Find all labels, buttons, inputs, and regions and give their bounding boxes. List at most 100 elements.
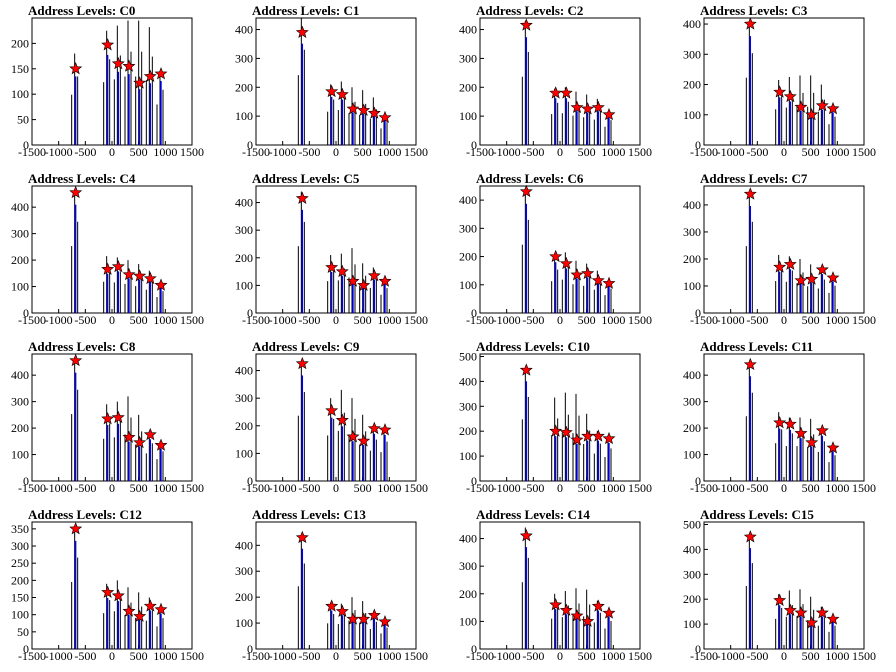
x-tick-label: 1000 [825, 481, 849, 495]
peak-marker [69, 522, 83, 535]
peak-marker [357, 103, 371, 116]
chart-panel: Address Levels: C4 0 100 200 300 400 -1500-100… [11, 171, 204, 327]
peak-marker [570, 268, 584, 281]
x-tick-label: 1000 [825, 145, 849, 159]
peak-marker [154, 438, 168, 451]
x-tick-label: 1500 [180, 481, 204, 495]
peak-marker [591, 599, 605, 612]
chart-title: Address Levels: C14 [476, 507, 590, 522]
y-tick-label: 100 [11, 280, 29, 294]
x-tick-label: 1000 [825, 313, 849, 327]
x-tick-label: -1000 [493, 481, 521, 495]
y-tick-label: 200 [459, 424, 477, 438]
peak-marker [295, 530, 309, 544]
chart-panel: Address Levels: C10 0 100 200 300 400 500 -1500… [459, 339, 652, 495]
x-tick-label: -1000 [493, 145, 521, 159]
peak-marker [122, 430, 136, 443]
peak-marker [602, 431, 616, 445]
chart-title: Address Levels: C4 [28, 171, 136, 186]
x-tick-label: 1000 [153, 481, 177, 495]
peak-marker [122, 604, 136, 617]
x-tick-label: 1500 [628, 145, 652, 159]
x-tick-label: -1500 [242, 649, 270, 663]
chart-panel: Address Levels: C7 0 100 200 300 400 -1500-100… [683, 171, 876, 327]
peak-marker [325, 599, 339, 612]
x-tick-label: -500 [298, 481, 320, 495]
x-tick-label: 1000 [153, 649, 177, 663]
y-tick-label: 400 [683, 17, 701, 31]
peak-marker [357, 434, 371, 447]
peak-marker [378, 110, 392, 124]
x-tick-label: -500 [74, 145, 96, 159]
peak-marker [143, 427, 157, 441]
y-tick-label: 200 [235, 419, 253, 433]
peak-marker [794, 426, 808, 439]
y-tick-label: 0 [23, 138, 29, 152]
x-tick-label: 1500 [628, 313, 652, 327]
x-tick-label: 0 [109, 649, 115, 663]
x-tick-label: 0 [557, 649, 563, 663]
y-tick-label: 100 [459, 449, 477, 463]
y-tick-label: 400 [11, 200, 29, 214]
peak-marker [559, 603, 573, 616]
x-tick-label: -1000 [45, 649, 73, 663]
peak-marker [549, 86, 563, 99]
x-tick-label: 1500 [628, 649, 652, 663]
x-tick-label: -500 [298, 145, 320, 159]
x-tick-label: 1500 [404, 313, 428, 327]
x-tick-label: -1000 [717, 481, 745, 495]
y-tick-label: 100 [683, 448, 701, 462]
x-tick-label: -500 [746, 313, 768, 327]
peak-marker [335, 87, 349, 100]
peak-marker [357, 612, 371, 625]
peak-marker [581, 266, 595, 279]
peak-marker [570, 609, 584, 622]
x-tick-label: -1500 [690, 145, 718, 159]
x-tick-label: -1000 [269, 649, 297, 663]
x-tick-label: 500 [578, 313, 596, 327]
x-tick-label: -500 [522, 649, 544, 663]
plot-frame [479, 353, 641, 482]
x-tick-label: -1500 [690, 649, 718, 663]
peak-marker [826, 612, 840, 625]
x-tick-label: -1500 [466, 481, 494, 495]
peak-marker [783, 89, 797, 103]
plot-frame [31, 521, 193, 650]
peak-marker [357, 278, 371, 291]
y-tick-label: 0 [247, 138, 253, 152]
peak-marker [743, 187, 757, 200]
peak-marker [783, 603, 797, 616]
x-tick-label: 1500 [180, 649, 204, 663]
y-tick-label: 200 [11, 253, 29, 267]
y-tick-label: 400 [235, 538, 253, 552]
peak-marker [378, 614, 392, 628]
x-tick-label: -1500 [18, 313, 46, 327]
y-tick-label: 0 [695, 306, 701, 320]
chart-panel: Address Levels: C15 0 100 200 300 400 500 -1500… [683, 507, 876, 663]
peak-marker [570, 100, 584, 113]
x-tick-label: -500 [74, 313, 96, 327]
y-tick-label: 300 [235, 564, 253, 578]
x-tick-label: 1500 [852, 481, 876, 495]
y-tick-label: 400 [683, 368, 701, 382]
x-tick-label: -1000 [493, 649, 521, 663]
x-tick-label: -500 [522, 313, 544, 327]
y-tick-label: 300 [235, 51, 253, 65]
y-tick-label: 300 [683, 47, 701, 61]
y-tick-label: 100 [235, 616, 253, 630]
y-tick-label: 300 [459, 221, 477, 235]
peak-marker [805, 272, 819, 285]
x-tick-label: 1000 [601, 313, 625, 327]
peak-marker [743, 17, 757, 30]
y-tick-label: 200 [11, 573, 29, 587]
x-tick-label: 1000 [153, 313, 177, 327]
y-tick-label: 200 [235, 80, 253, 94]
peak-marker [805, 616, 819, 629]
y-tick-label: 0 [695, 474, 701, 488]
y-tick-label: 100 [683, 279, 701, 293]
y-tick-label: 200 [683, 421, 701, 435]
chart-panel: Address Levels: C9 0 100 200 300 400 -1500-100… [235, 339, 428, 495]
x-tick-label: 1500 [852, 145, 876, 159]
peak-marker [826, 441, 840, 454]
y-tick-label: 400 [459, 532, 477, 546]
